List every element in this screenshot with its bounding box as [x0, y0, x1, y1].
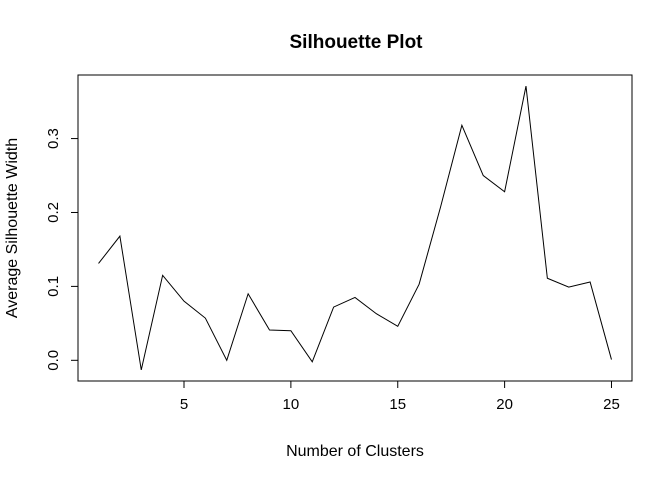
chart-title: Silhouette Plot — [290, 32, 424, 53]
y-tick-label: 0.3 — [45, 128, 62, 149]
series-layer — [98, 85, 612, 371]
plot-area-frame — [77, 74, 633, 382]
y-tick-label: 0.2 — [45, 202, 62, 223]
x-tick-label: 10 — [283, 396, 300, 413]
series-line — [98, 85, 612, 371]
y-tick-label: 0.0 — [45, 350, 62, 371]
y-axis: 0.0 0.1 0.2 0.3 — [45, 128, 79, 371]
x-tick-label: 15 — [389, 396, 406, 413]
x-tick-label: 5 — [180, 396, 188, 413]
x-tick-label: 25 — [603, 396, 620, 413]
y-axis-label: Average Silhouette Width — [4, 138, 21, 318]
x-axis-label: Number of Clusters — [286, 443, 424, 460]
y-tick-label: 0.1 — [45, 276, 62, 297]
x-tick-label: 20 — [496, 396, 513, 413]
x-axis: 5 10 15 20 25 — [180, 380, 620, 413]
